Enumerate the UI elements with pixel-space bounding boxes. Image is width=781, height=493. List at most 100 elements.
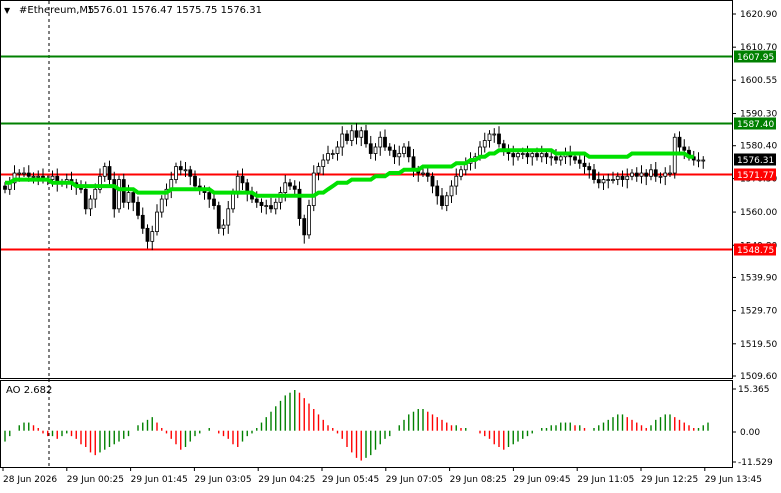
- indicator-axis: 15.365 0.00 -11.529: [733, 385, 773, 468]
- candle-body: [17, 172, 22, 175]
- candle-body: [235, 175, 240, 193]
- level-tags: 1607.95 1587.40 1571.77 1548.75 1576.31: [734, 50, 776, 256]
- price-tick-label: 1620.90: [740, 10, 777, 20]
- candle-body: [630, 172, 634, 177]
- price-axis[interactable]: 1620.901610.701600.551590.301580.401570.…: [733, 10, 777, 382]
- candle-body: [402, 146, 406, 154]
- candle-body: [117, 179, 121, 210]
- candle-body: [658, 175, 663, 178]
- menu-arrow-icon[interactable]: ▼: [4, 6, 11, 15]
- candle-body: [188, 169, 193, 177]
- candle-body: [221, 224, 226, 229]
- candle-body: [183, 169, 188, 172]
- price-tick-label: 1590.30: [740, 110, 777, 120]
- ao-histogram: [4, 389, 709, 461]
- candle-body: [544, 153, 549, 158]
- candle-body: [269, 205, 273, 210]
- candle-body: [449, 185, 454, 197]
- candle-body: [98, 175, 102, 190]
- time-tick-label: 29 Jun 09:45: [513, 475, 570, 485]
- candle-body: [620, 175, 625, 180]
- candle-body: [36, 175, 41, 178]
- candle-body: [150, 231, 155, 242]
- indicator-name: AO 2.682: [6, 385, 52, 396]
- candle-body: [330, 153, 335, 155]
- candle-body: [596, 179, 601, 184]
- candle-body: [497, 133, 501, 145]
- candle-body: [492, 133, 497, 136]
- candle-body: [625, 175, 630, 180]
- candle-body: [539, 153, 544, 158]
- candle-body: [131, 192, 136, 203]
- level-tag: [734, 50, 776, 63]
- level-tag-label: 1548.75: [737, 246, 774, 256]
- level-tag-label: 1571.77: [737, 171, 774, 181]
- candle-body: [136, 201, 140, 216]
- candle-body: [639, 172, 644, 177]
- candle-body: [349, 130, 354, 141]
- level-tag-label: 1587.40: [737, 120, 774, 130]
- price-tick-label: 1509.60: [740, 372, 777, 382]
- candle-body: [649, 169, 653, 177]
- candle-body: [454, 175, 459, 187]
- candle-body: [520, 153, 525, 155]
- symbol-title: #Ethereum,M5: [19, 5, 94, 16]
- candle-body: [459, 169, 463, 177]
- candle-body: [696, 159, 701, 162]
- candle-body: [316, 166, 321, 174]
- candle-body: [340, 133, 345, 148]
- level-tag: [734, 243, 776, 256]
- candle-body: [22, 172, 26, 175]
- horizontal-levels: [1, 55, 732, 251]
- candle-body: [444, 195, 449, 206]
- candle-body: [145, 227, 150, 242]
- candle-body: [397, 153, 402, 158]
- candle-body: [231, 192, 235, 210]
- candle-body: [535, 153, 539, 158]
- time-tick-label: 29 Jun 05:45: [322, 475, 379, 485]
- candle-body: [482, 140, 487, 148]
- candle-body: [102, 166, 107, 177]
- candle-body: [107, 166, 112, 180]
- time-tick-label: 29 Jun 12:25: [641, 475, 698, 485]
- candle-body: [283, 182, 288, 193]
- candle-body: [140, 214, 145, 229]
- candle-body: [615, 175, 620, 180]
- candle-body: [601, 179, 606, 184]
- time-tick-label: 29 Jun 08:25: [450, 475, 507, 485]
- candle-body: [311, 172, 316, 206]
- candle-body: [558, 156, 563, 161]
- candle-body: [288, 182, 292, 187]
- candle-body: [516, 153, 520, 158]
- candle-body: [359, 130, 364, 138]
- candle-body: [297, 188, 302, 219]
- candle-body: [606, 179, 611, 181]
- candle-body: [682, 146, 687, 151]
- candle-body: [226, 208, 231, 226]
- candle-body: [326, 153, 330, 161]
- candle-body: [368, 143, 373, 154]
- candle-body: [525, 153, 530, 158]
- candle-body: [216, 205, 221, 229]
- candle-body: [430, 175, 435, 187]
- candle-body: [364, 130, 368, 145]
- candle-body: [264, 205, 269, 207]
- candle-body: [383, 136, 387, 148]
- candle-body: [663, 172, 668, 177]
- candle-body: [387, 146, 392, 151]
- ao-tick-top: 15.365: [738, 385, 770, 395]
- time-axis[interactable]: 28 Jun 2026 29 Jun 00:25 29 Jun 01:45 29 Ju…: [2, 467, 762, 485]
- candle-body: [582, 162, 587, 167]
- candle-body: [3, 185, 7, 190]
- price-tick-label: 1519.50: [740, 340, 777, 350]
- candle-body: [511, 153, 516, 158]
- level-tag-label: 1607.95: [737, 53, 774, 63]
- candle-body: [83, 188, 88, 210]
- candle-body: [573, 156, 577, 161]
- time-tick-label: 28 Jun 2026: [3, 475, 57, 485]
- candle-body: [701, 159, 706, 162]
- moving-average-line: [5, 148, 694, 198]
- candle-body: [406, 146, 411, 158]
- candle-body: [653, 169, 658, 177]
